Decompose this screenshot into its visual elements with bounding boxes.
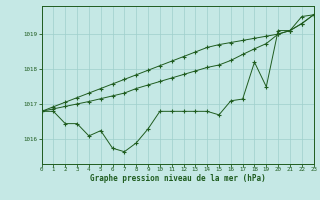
X-axis label: Graphe pression niveau de la mer (hPa): Graphe pression niveau de la mer (hPa) — [90, 174, 266, 183]
